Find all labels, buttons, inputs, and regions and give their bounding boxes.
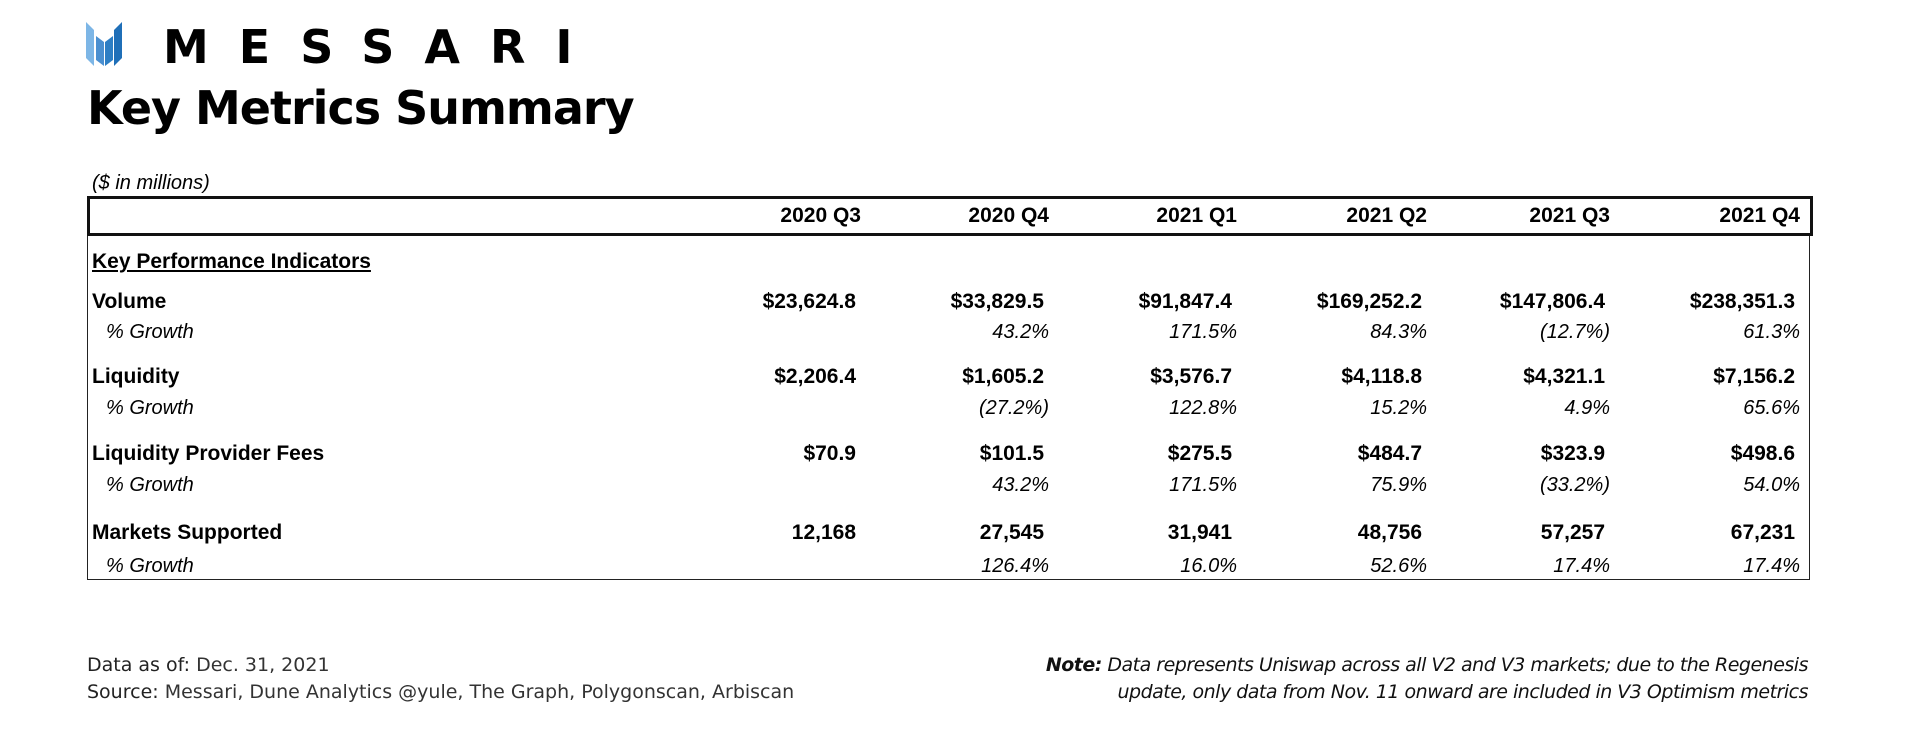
metric-value: 31,941 — [1167, 521, 1232, 544]
note-label: Note: — [1045, 654, 1103, 676]
note-line-1: Note: Data represents Uniswap across all… — [1045, 654, 1809, 676]
metrics-table — [87, 233, 1810, 580]
data-as-of: Data as of: Dec. 31, 2021 — [87, 654, 330, 676]
section-heading: Key Performance Indicators — [92, 250, 371, 273]
metric-value: $323.9 — [1540, 442, 1605, 465]
metric-value: $147,806.4 — [1499, 290, 1605, 313]
metric-value: 48,756 — [1357, 521, 1422, 544]
metric-value: $7,156.2 — [1713, 365, 1795, 388]
metric-value: $101.5 — [979, 442, 1044, 465]
growth-value: (33.2%) — [1539, 474, 1610, 496]
metric-value: $2,206.4 — [774, 365, 856, 388]
growth-label: % Growth — [106, 397, 194, 419]
growth-value: 84.3% — [1370, 321, 1427, 343]
growth-value: 65.6% — [1743, 397, 1800, 419]
growth-value: 122.8% — [1169, 397, 1237, 419]
growth-value: 54.0% — [1743, 474, 1800, 496]
table-header-row — [87, 196, 1813, 236]
metric-value: $1,605.2 — [962, 365, 1044, 388]
note-text-1: Data represents Uniswap across all V2 an… — [1107, 654, 1808, 676]
growth-value: 52.6% — [1370, 555, 1427, 577]
metric-value: $238,351.3 — [1689, 290, 1795, 313]
metric-value: $484.7 — [1357, 442, 1422, 465]
row-label: Markets Supported — [92, 521, 283, 544]
metric-value: $275.5 — [1167, 442, 1232, 465]
growth-value: 15.2% — [1370, 397, 1427, 419]
growth-value: 16.0% — [1180, 555, 1237, 577]
column-header: 2020 Q3 — [780, 204, 861, 227]
column-header: 2021 Q4 — [1719, 204, 1800, 227]
units-note: ($ in millions) — [92, 172, 210, 194]
growth-value: 43.2% — [992, 321, 1049, 343]
growth-value: 126.4% — [981, 555, 1049, 577]
metric-value: 12,168 — [791, 521, 856, 544]
messari-logo-icon — [86, 22, 122, 66]
metric-value: $91,847.4 — [1138, 290, 1232, 313]
growth-label: % Growth — [106, 555, 194, 577]
note-text-2: update, only data from Nov. 11 onward ar… — [1117, 681, 1808, 703]
row-label: Volume — [92, 290, 167, 313]
growth-value: (27.2%) — [978, 397, 1049, 419]
growth-value: 75.9% — [1370, 474, 1427, 496]
column-header: 2021 Q1 — [1156, 204, 1237, 227]
metric-value: $33,829.5 — [950, 290, 1044, 313]
metric-value: $169,252.2 — [1316, 290, 1422, 313]
growth-value: 17.4% — [1553, 555, 1610, 577]
growth-value: 17.4% — [1743, 555, 1800, 577]
growth-label: % Growth — [106, 321, 194, 343]
metric-value: 27,545 — [979, 521, 1044, 544]
column-header: 2020 Q4 — [968, 204, 1049, 227]
metric-value: $70.9 — [803, 442, 856, 465]
growth-value: 171.5% — [1169, 474, 1237, 496]
growth-value: (12.7%) — [1539, 321, 1610, 343]
page-title: Key Metrics Summary — [87, 81, 635, 135]
growth-value: 171.5% — [1169, 321, 1237, 343]
metric-value: 57,257 — [1540, 521, 1605, 544]
row-label: Liquidity — [92, 365, 180, 388]
source: Source: Messari, Dune Analytics @yule, T… — [87, 681, 794, 703]
metric-value: $4,321.1 — [1523, 365, 1605, 388]
metric-value: 67,231 — [1730, 521, 1795, 544]
row-label: Liquidity Provider Fees — [92, 442, 325, 465]
data-as-of-label: Data as of: — [87, 654, 191, 676]
metric-value: $4,118.8 — [1341, 365, 1422, 388]
metric-value: $23,624.8 — [762, 290, 856, 313]
column-header: 2021 Q3 — [1529, 204, 1610, 227]
source-label: Source: — [87, 681, 159, 703]
brand-name: MESSARI — [163, 20, 603, 74]
growth-value: 4.9% — [1564, 397, 1610, 419]
data-as-of-value: Dec. 31, 2021 — [196, 654, 330, 676]
growth-value: 43.2% — [992, 474, 1049, 496]
growth-label: % Growth — [106, 474, 194, 496]
source-value: Messari, Dune Analytics @yule, The Graph… — [164, 681, 795, 703]
column-header: 2021 Q2 — [1346, 204, 1427, 227]
metric-value: $3,576.7 — [1150, 365, 1232, 388]
metric-value: $498.6 — [1730, 442, 1795, 465]
growth-value: 61.3% — [1743, 321, 1800, 343]
